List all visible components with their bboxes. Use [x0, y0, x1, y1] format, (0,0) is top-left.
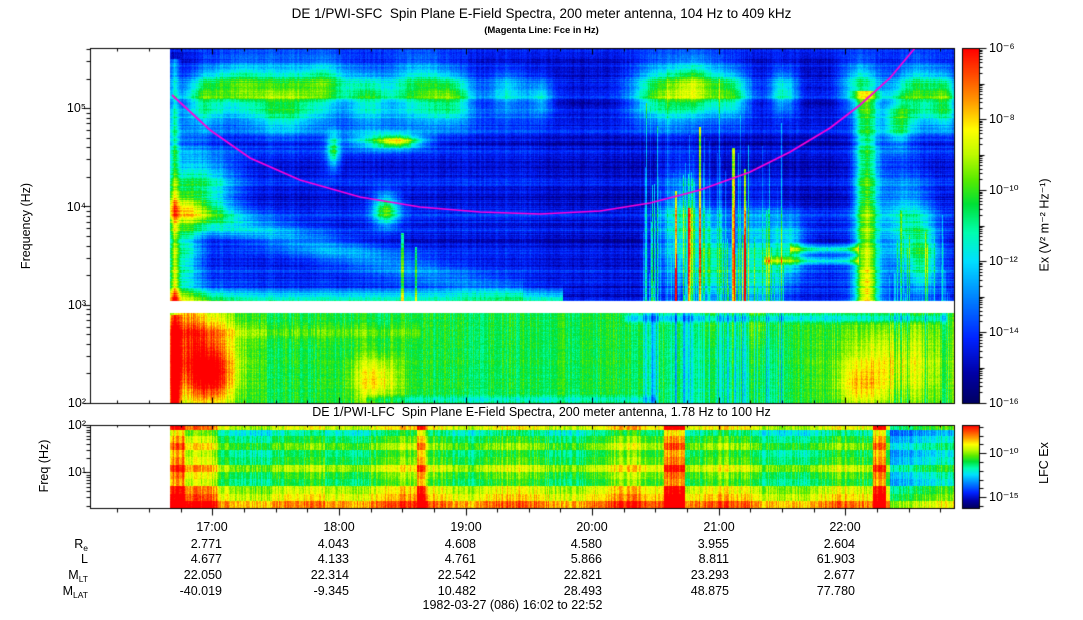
- time-tick-label-19: 19:00: [450, 520, 482, 534]
- ephem-cell-mlat-1: -9.345: [313, 584, 349, 598]
- ephem-row-label-mlt-main: M: [68, 568, 79, 582]
- sfc-title: DE 1/PWI-SFC Spin Plane E-Field Spectra,…: [291, 6, 792, 21]
- ephem-row-label-l: L: [28, 552, 88, 567]
- time-tick-label-22: 22:00: [829, 520, 861, 534]
- time-tick-label-17: 17:00: [196, 520, 228, 534]
- ephem-row-label-mlat-sub: LAT: [73, 590, 88, 600]
- sfc-subtitle: (Magenta Line: Fce in Hz): [484, 25, 599, 36]
- time-tick-label-21: 21:00: [703, 520, 735, 534]
- ephem-cell-l-5: 61.903: [816, 552, 855, 566]
- sfc-ytick-1e4: 10⁴: [66, 200, 86, 214]
- ephem-cell-l-4: 8.811: [698, 552, 729, 566]
- ephem-row-label-re-sub: e: [83, 543, 88, 553]
- sfc-ytick-1e2: 10²: [67, 396, 86, 410]
- lfc-cbtick-0: 10⁻¹⁰: [989, 446, 1019, 460]
- ephem-cell-mlat-3: 28.493: [563, 584, 602, 598]
- ephem-cell-re-3: 4.580: [570, 537, 602, 551]
- lfc-cbtick-1: 10⁻¹⁵: [989, 490, 1019, 504]
- lfc-ytick-1e1: 10¹: [67, 465, 86, 479]
- time-tick-label-18: 18:00: [323, 520, 355, 534]
- ephem-row-label-mlt: MLT: [28, 568, 88, 584]
- ephem-cell-mlt-4: 23.293: [690, 568, 729, 582]
- sfc-cbtick-5: 10⁻¹⁶: [989, 396, 1019, 410]
- ephem-cell-re-1: 4.043: [317, 537, 349, 551]
- ephem-cell-mlt-3: 22.821: [563, 568, 602, 582]
- sfc-cbtick-0: 10⁻⁶: [989, 41, 1015, 55]
- ephem-cell-mlat-0: -40.019: [179, 584, 222, 598]
- ephem-cell-mlt-5: 2.677: [823, 568, 855, 582]
- time-tick-label-20: 20:00: [576, 520, 608, 534]
- ephem-cell-mlt-1: 22.314: [310, 568, 349, 582]
- sfc-y-axis-label: Frequency (Hz): [19, 182, 33, 270]
- sfc-ytick-1e5: 10⁵: [66, 101, 86, 115]
- ephem-row-label-mlat-main: M: [62, 584, 74, 598]
- ephem-cell-l-0: 4.677: [190, 552, 222, 566]
- ephem-row-label-mlt-sub: LT: [78, 574, 88, 584]
- ephem-cell-re-4: 3.955: [697, 537, 729, 551]
- ephem-cell-l-1: 4.133: [317, 552, 349, 566]
- lfc-ytick-1e2: 10²: [67, 418, 86, 432]
- ephem-cell-mlat-5: 77.780: [816, 584, 855, 598]
- sfc-ytick-1e3: 10³: [67, 298, 86, 312]
- sfc-cbtick-3: 10⁻¹²: [989, 254, 1018, 268]
- sfc-cbtick-4: 10⁻¹⁴: [989, 325, 1020, 339]
- ephem-row-label-mlat: MLAT: [28, 584, 88, 600]
- footer-date-range: 1982-03-27 (086) 16:02 to 22:52: [422, 598, 603, 612]
- ephem-cell-mlat-2: 10.482: [437, 584, 476, 598]
- lfc-title: DE 1/PWI-LFC Spin Plane E-Field Spectra,…: [312, 405, 771, 419]
- ephem-row-label-l-main: L: [81, 552, 88, 566]
- sfc-cbtick-1: 10⁻⁸: [989, 112, 1015, 126]
- sfc-cbtick-2: 10⁻¹⁰: [989, 183, 1019, 197]
- ephem-cell-l-2: 4.761: [444, 552, 476, 566]
- ephem-cell-re-0: 2.771: [190, 537, 222, 551]
- ephem-cell-re-5: 2.604: [823, 537, 855, 551]
- ephem-cell-l-3: 5.866: [570, 552, 602, 566]
- ephem-row-label-re: Re: [28, 537, 88, 553]
- ephem-cell-mlt-2: 22.542: [437, 568, 476, 582]
- ephem-row-label-re-main: R: [74, 537, 84, 551]
- ephem-cell-mlat-4: 48.875: [690, 584, 729, 598]
- ephem-cell-mlt-0: 22.050: [183, 568, 222, 582]
- ephem-cell-re-2: 4.608: [444, 537, 476, 551]
